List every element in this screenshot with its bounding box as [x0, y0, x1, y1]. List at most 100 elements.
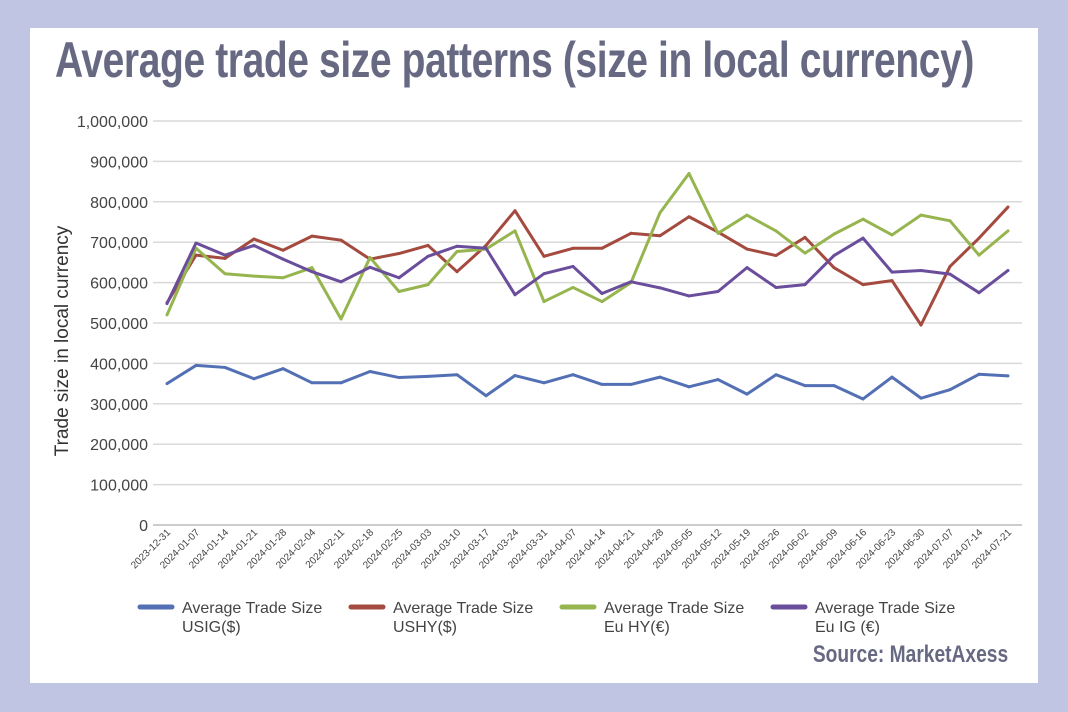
data-point	[194, 241, 198, 245]
data-point	[310, 270, 314, 274]
data-point	[861, 236, 865, 240]
data-point	[571, 373, 575, 377]
data-point	[484, 243, 488, 247]
data-point	[310, 381, 314, 385]
y-axis-label: Trade size in local currency	[52, 225, 73, 456]
data-point	[339, 238, 343, 242]
data-point	[658, 211, 662, 215]
data-point	[252, 377, 256, 381]
data-point	[658, 375, 662, 379]
data-point	[861, 397, 865, 401]
data-point	[223, 365, 227, 369]
data-point	[890, 375, 894, 379]
y-tick-label: 700,000	[90, 235, 148, 252]
data-point	[281, 367, 285, 371]
data-point	[1006, 205, 1010, 209]
y-tick-label: 200,000	[90, 437, 148, 454]
data-point	[513, 374, 517, 378]
data-point	[977, 253, 981, 257]
data-point	[948, 272, 952, 276]
data-point	[774, 373, 778, 377]
data-point	[426, 283, 430, 287]
data-point	[890, 233, 894, 237]
data-point	[368, 256, 372, 260]
data-point	[542, 272, 546, 276]
data-point	[658, 234, 662, 238]
data-point	[948, 219, 952, 223]
data-point	[1006, 229, 1010, 233]
data-point	[774, 254, 778, 258]
data-point	[832, 254, 836, 258]
data-point	[281, 276, 285, 280]
y-tick-label: 800,000	[90, 195, 148, 212]
data-point	[339, 317, 343, 321]
data-point	[542, 300, 546, 304]
data-point	[513, 293, 517, 297]
legend-label: Average Trade Size	[604, 600, 744, 617]
data-point	[281, 257, 285, 261]
data-point	[745, 213, 749, 217]
data-point	[890, 279, 894, 283]
data-point	[426, 243, 430, 247]
data-point	[774, 285, 778, 289]
data-point	[832, 266, 836, 270]
data-point	[397, 252, 401, 256]
data-point	[455, 249, 459, 253]
series-line	[165, 206, 1010, 327]
data-point	[513, 209, 517, 213]
data-point	[977, 236, 981, 240]
data-point	[919, 213, 923, 217]
data-point	[919, 323, 923, 327]
data-point	[165, 382, 169, 386]
data-point	[629, 231, 633, 235]
data-point	[571, 246, 575, 250]
data-point	[252, 237, 256, 241]
data-point	[397, 276, 401, 280]
data-point	[281, 248, 285, 252]
data-point	[223, 272, 227, 276]
data-point	[397, 289, 401, 293]
data-point	[426, 374, 430, 378]
y-tick-label: 100,000	[90, 478, 148, 495]
data-point	[687, 215, 691, 219]
data-point	[774, 229, 778, 233]
source-note: Source: MarketAxess	[812, 641, 1008, 668]
data-point	[832, 384, 836, 388]
data-point	[803, 251, 807, 255]
data-point	[252, 274, 256, 278]
chart-title: Average trade size patterns (size in loc…	[55, 32, 974, 88]
data-point	[455, 270, 459, 274]
legend-label: USHY($)	[393, 619, 457, 636]
data-point	[745, 247, 749, 251]
data-point	[687, 294, 691, 298]
y-tick-label: 0	[139, 518, 148, 535]
data-point	[803, 235, 807, 239]
data-point	[687, 385, 691, 389]
data-point	[629, 382, 633, 386]
data-point	[832, 232, 836, 236]
data-point	[484, 246, 488, 250]
data-point	[600, 292, 604, 296]
data-point	[397, 376, 401, 380]
data-point	[455, 244, 459, 248]
data-point	[600, 382, 604, 386]
legend-label: USIG($)	[182, 619, 241, 636]
data-point	[629, 280, 633, 284]
data-point	[890, 270, 894, 274]
data-point	[803, 384, 807, 388]
legend-label: Eu HY(€)	[604, 619, 670, 636]
data-point	[861, 217, 865, 221]
data-point	[223, 256, 227, 260]
data-point	[339, 280, 343, 284]
y-tick-label: 400,000	[90, 356, 148, 373]
legend-label: Average Trade Size	[815, 600, 955, 617]
chart-panel: Average trade size patterns (size in loc…	[30, 28, 1038, 683]
y-tick-label: 600,000	[90, 276, 148, 293]
data-point	[194, 253, 198, 257]
data-point	[513, 229, 517, 233]
data-point	[571, 285, 575, 289]
data-point	[977, 372, 981, 376]
y-tick-label: 1,000,000	[77, 114, 148, 131]
data-point	[716, 289, 720, 293]
